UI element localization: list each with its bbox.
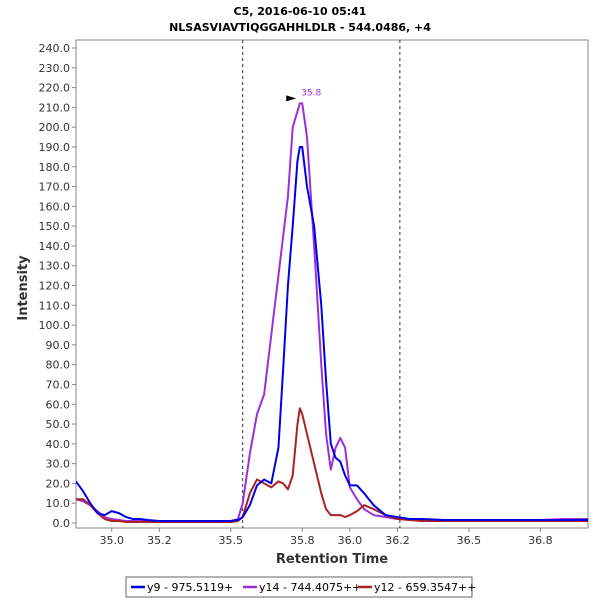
y-tick-label: 10.0 [46,497,71,510]
x-tick-label: 36.5 [457,534,482,547]
y-tick-label: 150.0 [39,220,71,233]
y-tick-label: 50.0 [46,418,71,431]
legend-label: y9 - 975.5119+ [147,581,233,594]
y-tick-label: 170.0 [39,181,71,194]
plot-area [75,39,589,529]
y-tick-label: 120.0 [39,280,71,293]
peak-label: 35.8 [301,88,321,98]
x-tick-label: 36.2 [385,534,410,547]
legend-label: y12 - 659.3547++ [374,581,476,594]
y-tick-label: 0.0 [53,517,71,530]
peak-marker-arrow [286,95,297,102]
x-axis: 35.0 35.2 35.5 35.8 36.0 36.2 36.5 36.8 [99,528,553,547]
x-tick-label: 35.2 [147,534,172,547]
y-tick-label: 80.0 [46,359,71,372]
y-axis: 0.0 10.0 20.0 30.0 40.0 50.0 60.0 70.0 80.0 90.0 1… [39,42,76,530]
chart-subtitle: NLSASVIAVTIQGGAHHLDLR - 544.0486, +4 [169,21,431,34]
y-tick-label: 160.0 [39,200,71,213]
y-tick-label: 210.0 [39,101,71,114]
y-tick-label: 180.0 [39,161,71,174]
y-tick-label: 220.0 [39,82,71,95]
y-tick-label: 190.0 [39,141,71,154]
y-tick-label: 20.0 [46,477,71,490]
chart-title: C5, 2016-06-10 05:41 [234,5,367,18]
x-axis-title: Retention Time [276,552,388,567]
y-tick-label: 70.0 [46,378,71,391]
y-tick-label: 240.0 [39,42,71,55]
legend-label: y14 - 744.4075++ [259,581,361,594]
y-tick-label: 90.0 [46,339,71,352]
y-tick-label: 100.0 [39,319,71,332]
y-tick-label: 140.0 [39,240,71,253]
legend-box [125,576,473,598]
series-lines [76,102,588,524]
y-axis-title: Intensity [16,255,31,321]
y-tick-label: 40.0 [46,438,71,451]
x-tick-label: 35.5 [219,534,244,547]
y-tick-label: 60.0 [46,398,71,411]
series-line-y12 [76,407,588,524]
x-tick-label: 36.0 [338,534,363,547]
x-tick-label: 35.8 [290,534,315,547]
y-tick-label: 230.0 [39,62,71,75]
peak-annotation: 35.8 [286,88,322,102]
legend: y9 - 975.5119+ y14 - 744.4075++ y12 - 659.… [125,576,476,598]
x-tick-label: 35.0 [99,534,124,547]
y-tick-label: 200.0 [39,121,71,134]
y-tick-label: 130.0 [39,260,71,273]
series-line-y9 [76,145,588,523]
x-tick-label: 36.8 [528,534,553,547]
y-tick-label: 30.0 [46,458,71,471]
y-tick-label: 110.0 [39,299,71,312]
